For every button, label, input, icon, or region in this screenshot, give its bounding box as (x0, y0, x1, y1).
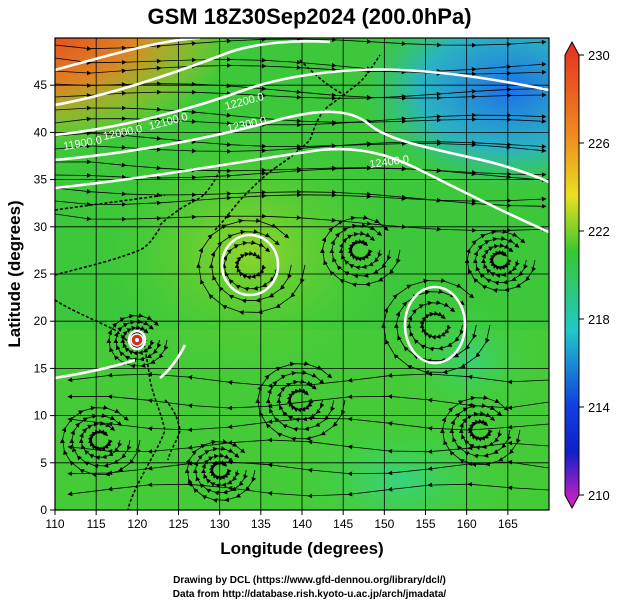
streamline (55, 112, 547, 128)
streamline (319, 215, 401, 288)
y-tick-label-45: 45 (34, 78, 48, 92)
streamline (67, 415, 549, 433)
y-tick-label-10: 10 (34, 409, 48, 423)
streamline (195, 218, 306, 315)
x-tick-label-120: 120 (127, 517, 147, 531)
temperature-field (55, 38, 549, 510)
colorbar-tick-label-210: 210 (588, 488, 610, 503)
x-tick-label-150: 150 (374, 517, 394, 531)
streamline (67, 371, 549, 389)
x-tick-label-145: 145 (333, 517, 353, 531)
height-contours (55, 38, 549, 380)
credit-drawing: Drawing by DCL (https://www.gfd-dennou.o… (173, 575, 446, 586)
colorbar-tick-label-214: 214 (588, 400, 610, 415)
x-tick-label-125: 125 (168, 517, 188, 531)
streamline (55, 86, 547, 101)
typhoon-center-marker (130, 333, 144, 347)
streamline (67, 459, 549, 477)
y-tick-label-30: 30 (34, 220, 48, 234)
credit-data-source: Data from http://database.rish.kyoto-u.a… (172, 589, 447, 600)
streamline (55, 213, 547, 233)
y-tick-label-40: 40 (34, 125, 48, 139)
streamline (380, 278, 491, 375)
colorbar-tick-label-230: 230 (588, 48, 610, 63)
streamline (106, 313, 169, 369)
figure-title: GSM 18Z30Sep2024 (200.0hPa) (147, 4, 472, 29)
x-axis-ticks: 110 115 120 125 130 135 140 145 150 155 160 165 (45, 510, 518, 531)
x-tick-label-140: 140 (292, 517, 312, 531)
y-tick-label-0: 0 (40, 503, 47, 517)
x-axis-label: Longitude (degrees) (220, 539, 383, 558)
y-axis-ticks: 0 5 10 15 20 25 30 35 40 45 (34, 78, 55, 517)
x-tick-label-115: 115 (87, 517, 106, 531)
y-tick-label-20: 20 (34, 314, 48, 328)
y-tick-label-35: 35 (34, 173, 48, 187)
colorbar-body (564, 40, 580, 510)
y-tick-label-5: 5 (40, 456, 47, 470)
streamline (464, 229, 537, 293)
y-tick-label-25: 25 (34, 267, 48, 281)
x-tick-label-110: 110 (45, 517, 64, 531)
colorbar-tick-label-222: 222 (588, 224, 610, 239)
x-tick-label-165: 165 (498, 517, 518, 531)
streamline (67, 394, 549, 411)
contour-label-12400: 12400.0 (369, 154, 410, 171)
colorbar: 230 226 222 218 214 210 (564, 40, 610, 510)
streamline (55, 61, 547, 76)
streamline (67, 481, 549, 499)
y-axis-label: Latitude (degrees) (5, 200, 24, 347)
colorbar-tick-label-226: 226 (588, 136, 610, 151)
x-tick-label-130: 130 (210, 517, 230, 531)
streamline (55, 192, 547, 207)
colorbar-tick-label-218: 218 (588, 312, 610, 327)
streamline (67, 437, 549, 454)
x-tick-label-160: 160 (457, 517, 477, 531)
x-tick-label-155: 155 (415, 517, 435, 531)
colorbar-ticks: 230 226 222 218 214 210 (579, 48, 610, 503)
y-tick-label-15: 15 (34, 361, 48, 375)
x-tick-label-135: 135 (251, 517, 271, 531)
